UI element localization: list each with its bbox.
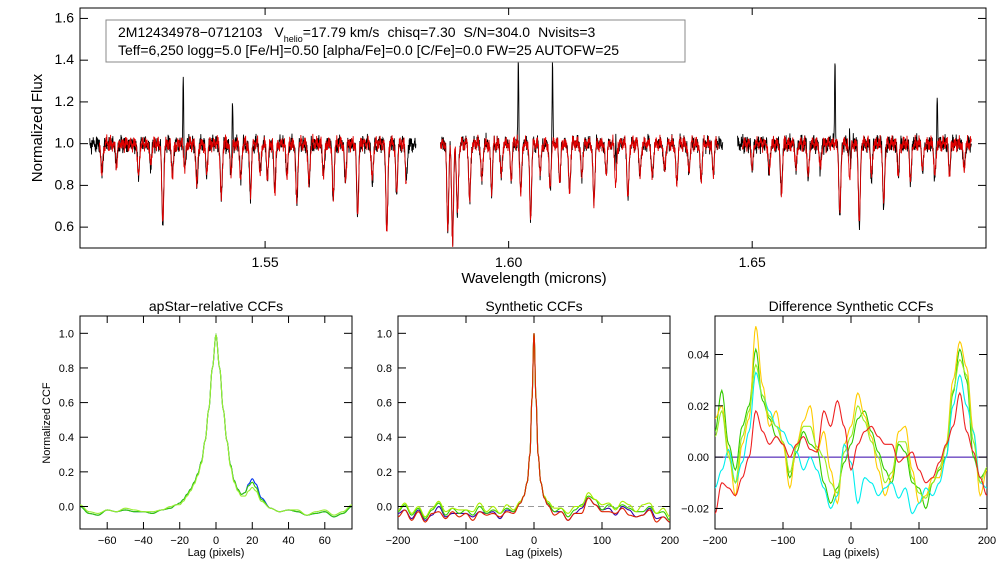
apstar-ccf-ytick-label: 0.0	[59, 501, 74, 513]
synthetic-ccf-data	[398, 333, 670, 523]
apstar-ccf-xtick-label: 20	[246, 535, 258, 547]
apstar-ccf-series-visit3	[80, 332, 352, 516]
apstar-ccf-series-visit1	[80, 332, 352, 518]
difference-ccf-xtick-label: 0	[848, 535, 854, 547]
difference-ccf-title: Difference Synthetic CCFs	[769, 298, 934, 314]
info-line-2: Teff=6,250 logg=5.0 [Fe/H]=0.50 [alpha/F…	[118, 42, 619, 58]
apstar-ccf-ytick-label: 0.4	[59, 432, 74, 444]
info-box-frame	[105, 19, 686, 63]
spectrum-frame	[79, 7, 987, 249]
synthetic-ccf-panel: Synthetic CCFs −200 −100 0 100 200 0.0 0.2 0.4 0…	[377, 298, 679, 559]
difference-ccf-xtick-label: 100	[910, 535, 928, 547]
info-vhelio-value: =17.79 km/s	[303, 24, 380, 40]
spectrum-model-line-blue	[99, 133, 407, 232]
apstar-ccf-xtick-label: −20	[170, 535, 189, 547]
synthetic-ccf-axes: −200 −100 0 100 200 0.0 0.2 0.4 0.6 0.8 1.0	[377, 316, 679, 547]
synthetic-ccf-xtick-label: 100	[593, 535, 611, 547]
synthetic-ccf-series-visit3	[398, 333, 670, 518]
apstar-ccf-series-visit2	[80, 332, 352, 518]
info-box: 2M12434978−0712103 Vhelio=17.79 km/s chisq…	[105, 19, 686, 63]
apstar-ccf-xtick-label: 40	[282, 535, 294, 547]
synthetic-ccf-ytick-label: 0.2	[377, 467, 392, 479]
spectrum-xtick-label: 1.65	[739, 254, 766, 270]
apstar-ccf-ytick-label: 1.0	[59, 328, 74, 340]
difference-ccf-series-visit5	[715, 358, 987, 499]
spectrum-data	[89, 59, 972, 248]
apstar-ccf-title: apStar−relative CCFs	[149, 298, 283, 314]
apstar-ccf-ylabel: Normalized CCF	[41, 382, 53, 464]
synthetic-ccf-xtick-label: 0	[531, 535, 537, 547]
info-vhelio-sub: helio	[284, 34, 303, 44]
spectrum-panel: 1.55 1.60 1.65 0.6 0.8 1.0 1.2 1.4 1.6 2M1243497…	[29, 7, 987, 287]
synthetic-ccf-ytick-label: 1.0	[377, 328, 392, 340]
spectrum-axes: 1.55 1.60 1.65 0.6 0.8 1.0 1.2 1.4 1.6	[55, 8, 986, 270]
spectrum-ytick-label: 1.0	[55, 135, 75, 151]
difference-ccf-xlabel: Lag (pixels)	[823, 547, 880, 559]
difference-ccf-data	[715, 326, 987, 515]
spectrum-xlabel: Wavelength (microns)	[461, 270, 606, 287]
spectrum-xtick-label: 1.55	[251, 254, 278, 270]
difference-ccf-xtick-label: −200	[703, 535, 728, 547]
info-chisq: chisq=7.30	[387, 24, 455, 40]
synthetic-ccf-ytick-label: 0.0	[377, 501, 392, 513]
difference-ccf-xtick-label: −100	[771, 535, 796, 547]
apstar-ccf-ytick-label: 0.8	[59, 363, 74, 375]
spectrum-ylabel: Normalized Flux	[29, 73, 46, 182]
difference-ccf-xtick-label: 200	[978, 535, 996, 547]
info-line-1: 2M12434978−0712103 Vhelio=17.79 km/s chisq…	[118, 24, 596, 44]
synthetic-ccf-title: Synthetic CCFs	[485, 298, 582, 314]
info-nvisits: Nvisits=3	[538, 24, 595, 40]
synthetic-ccf-ytick-label: 0.4	[377, 432, 392, 444]
spectrum-ytick-label: 1.4	[55, 51, 75, 67]
synthetic-ccf-series-visit2	[398, 333, 670, 521]
difference-ccf-series-visit3	[715, 326, 987, 505]
synthetic-ccf-xtick-label: −200	[386, 535, 411, 547]
info-snr: S/N=304.0	[464, 24, 531, 40]
synthetic-ccf-series-visit1	[398, 333, 670, 523]
difference-ccf-series-visit6	[715, 391, 987, 514]
spectrum-observed-line-blue	[89, 76, 417, 229]
info-vhelio-prefix: V	[274, 24, 284, 40]
synthetic-ccf-frame	[397, 315, 671, 530]
apstar-ccf-panel: apStar−relative CCFs −60 −40 −20 0 20 40 60 0.0…	[41, 298, 353, 559]
apstar-ccf-xtick-label: −60	[98, 535, 117, 547]
synthetic-ccf-ytick-label: 0.8	[377, 363, 392, 375]
spectrum-ytick-label: 0.8	[55, 176, 75, 192]
spectrum-ytick-label: 0.6	[55, 218, 75, 234]
spectrum-ytick-label: 1.6	[55, 9, 75, 25]
difference-ccf-ytick-label: −0.02	[681, 503, 709, 515]
apstar-ccf-xtick-label: −40	[134, 535, 153, 547]
apstar-ccf-axes: −60 −40 −20 0 20 40 60 0.0 0.2 0.4 0.6 0.8 1.0	[59, 316, 352, 547]
synthetic-ccf-xtick-label: −100	[454, 535, 479, 547]
apstar-ccf-xlabel: Lag (pixels)	[188, 547, 245, 559]
difference-ccf-panel: Difference Synthetic CCFs −200 −100 0 100 20…	[681, 298, 996, 559]
apstar-ccf-ytick-label: 0.2	[59, 467, 74, 479]
synthetic-ccf-xtick-label: 200	[661, 535, 679, 547]
spectrum-xtick-label: 1.60	[495, 254, 522, 270]
apstar-ccf-ytick-label: 0.6	[59, 398, 74, 410]
apstar-ccf-data	[80, 332, 352, 518]
spectrum-model-line-red	[742, 134, 972, 222]
spectrum-observed-line-green	[440, 59, 724, 246]
difference-ccf-ytick-label: 0.04	[688, 349, 709, 361]
apstar-ccf-xtick-label: 0	[213, 535, 219, 547]
synthetic-ccf-ytick-label: 0.6	[377, 398, 392, 410]
difference-ccf-ytick-label: 0.02	[688, 401, 709, 413]
apstar-ccf-xtick-label: 60	[319, 535, 331, 547]
apstar-ccf-frame	[79, 315, 353, 530]
difference-ccf-ytick-label: 0.00	[688, 452, 709, 464]
synthetic-ccf-xlabel: Lag (pixels)	[506, 547, 563, 559]
info-star-id: 2M12434978−0712103	[118, 24, 263, 40]
spectrum-model-line-green	[440, 134, 719, 248]
difference-ccf-axes: −200 −100 0 100 200 −0.02 0.00 0.02 0.04	[681, 316, 996, 547]
synthetic-ccf-series-visit4	[398, 333, 670, 523]
spectrum-ytick-label: 1.2	[55, 93, 75, 109]
